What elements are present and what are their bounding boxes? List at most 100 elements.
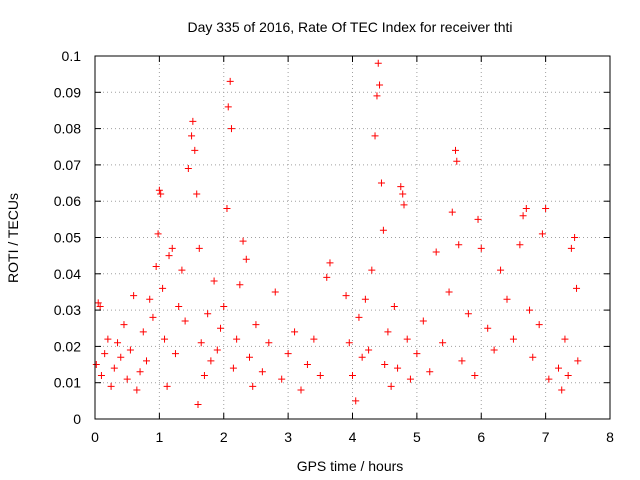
data-point <box>503 295 511 303</box>
x-tick-label: 8 <box>606 429 614 445</box>
data-point <box>246 353 253 361</box>
data-point <box>143 357 150 365</box>
data-point <box>101 350 109 358</box>
data-point <box>406 375 414 383</box>
data-point <box>471 371 479 379</box>
data-point <box>400 201 408 209</box>
data-point <box>188 132 196 140</box>
data-point <box>571 234 579 241</box>
data-point <box>104 335 112 343</box>
data-point <box>387 382 395 390</box>
data-point <box>455 241 463 249</box>
data-point <box>126 346 134 354</box>
data-point <box>342 292 350 300</box>
data-point <box>223 204 231 212</box>
data-point <box>509 335 517 343</box>
data-point <box>284 350 292 358</box>
data-point <box>130 292 138 300</box>
data-point <box>558 386 566 394</box>
data-point <box>484 324 492 332</box>
data-point <box>193 190 201 198</box>
x-tick-label: 5 <box>413 429 421 445</box>
data-point <box>242 255 250 263</box>
y-tick-label: 0.05 <box>54 230 81 246</box>
data-point <box>291 328 299 336</box>
data-point <box>96 302 104 310</box>
data-point <box>376 81 384 89</box>
data-point <box>204 310 212 318</box>
data-point <box>152 263 160 271</box>
data-point <box>227 125 235 133</box>
data-point <box>345 339 353 347</box>
x-tick-label: 2 <box>220 429 228 445</box>
data-point <box>207 357 215 365</box>
data-point <box>519 212 527 220</box>
data-point <box>397 183 405 191</box>
data-point <box>110 364 118 372</box>
data-point <box>220 302 228 310</box>
y-tick-label: 0.03 <box>54 302 81 318</box>
gridlines <box>95 56 610 419</box>
data-point <box>178 266 186 274</box>
data-point <box>477 244 485 252</box>
data-point <box>368 266 376 274</box>
chart-title: Day 335 of 2016, Rate Of TEC Index for r… <box>187 19 512 35</box>
data-point <box>139 328 147 336</box>
data-point <box>529 353 537 361</box>
data-point <box>516 241 524 249</box>
data-point <box>265 339 273 347</box>
data-point <box>271 288 279 296</box>
data-point <box>239 237 247 245</box>
data-point <box>155 186 163 194</box>
data-point <box>94 299 102 307</box>
data-point <box>297 386 305 394</box>
data-point <box>194 400 202 408</box>
y-tick-label: 0.07 <box>54 157 81 173</box>
data-points <box>92 59 582 408</box>
data-point <box>561 335 569 343</box>
y-tick-label: 0.1 <box>62 48 82 64</box>
data-point <box>399 190 407 198</box>
y-tick-label: 0.09 <box>54 84 81 100</box>
data-point <box>195 244 203 252</box>
data-point <box>474 215 482 223</box>
data-point <box>163 382 171 390</box>
data-point <box>453 157 461 165</box>
data-point <box>567 244 575 252</box>
data-point <box>564 371 572 379</box>
data-point <box>355 313 363 321</box>
data-point <box>184 165 192 173</box>
x-tick-label: 1 <box>155 429 163 445</box>
y-axis-label: ROTI / TECUs <box>5 193 21 283</box>
data-point <box>217 324 225 332</box>
data-point <box>545 375 553 383</box>
data-point <box>303 361 311 369</box>
data-point <box>236 281 244 289</box>
x-axis-label: GPS time / hours <box>297 458 404 474</box>
data-point <box>233 335 241 343</box>
data-point <box>229 364 237 372</box>
axes-frame <box>94 55 611 420</box>
data-point <box>175 302 183 310</box>
data-point <box>171 350 179 358</box>
data-point <box>252 321 260 329</box>
x-tick-label: 4 <box>349 429 357 445</box>
data-point <box>448 208 456 216</box>
data-point <box>445 288 453 296</box>
data-point <box>371 132 379 140</box>
data-point <box>439 339 447 347</box>
data-point <box>497 266 505 274</box>
data-point <box>159 284 167 292</box>
data-point <box>278 375 286 383</box>
data-point <box>538 230 546 238</box>
data-point <box>377 179 385 187</box>
data-point <box>574 357 582 365</box>
data-point <box>168 244 176 252</box>
data-point <box>146 295 154 303</box>
data-point <box>542 204 550 212</box>
data-point <box>358 353 366 361</box>
data-point <box>117 353 125 361</box>
data-point <box>191 146 199 154</box>
